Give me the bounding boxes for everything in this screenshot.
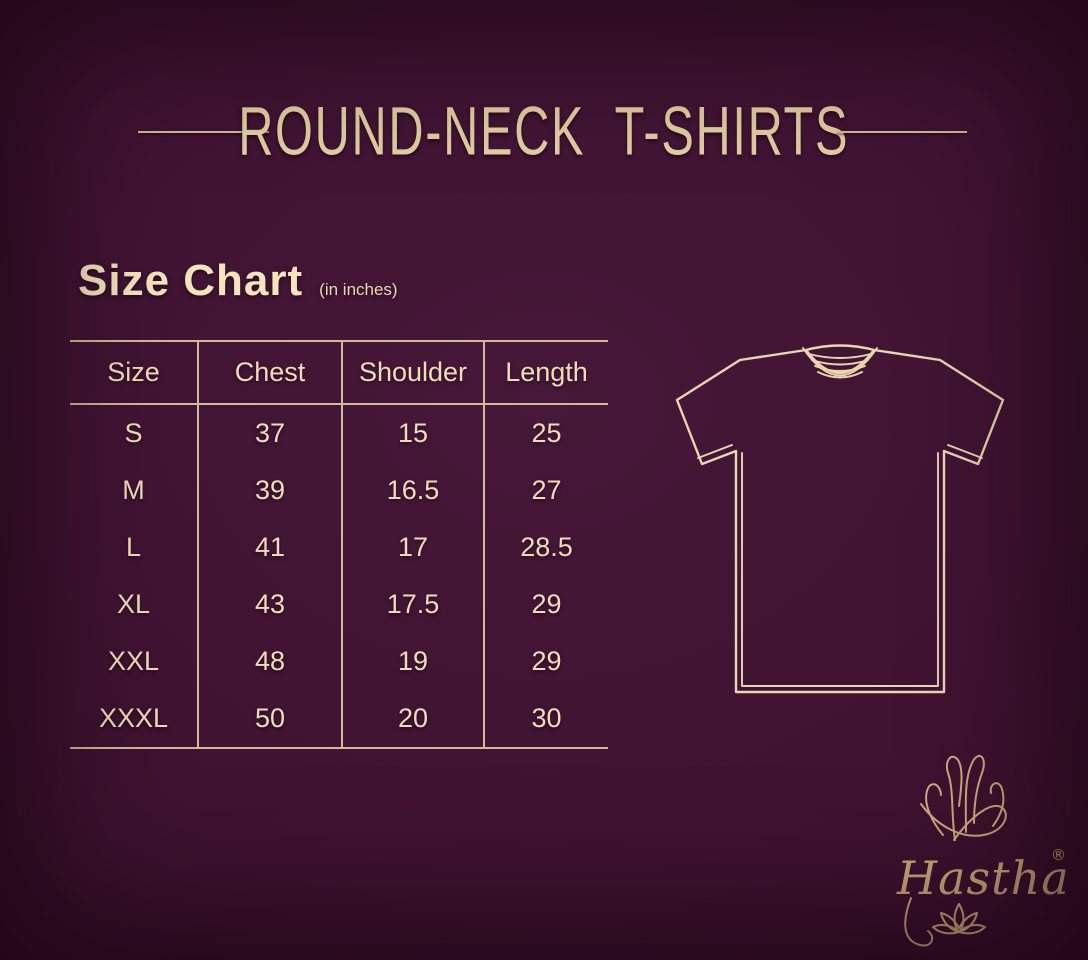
measurement-cell: 43 bbox=[197, 576, 342, 633]
measurement-cell: 16.5 bbox=[341, 462, 484, 519]
size-table-header-row: Size Chest Shoulder Length bbox=[70, 341, 608, 405]
measurement-cell: 50 bbox=[197, 690, 342, 748]
column-header: Size bbox=[70, 341, 198, 405]
measurement-cell: 20 bbox=[341, 690, 484, 748]
page-title: ROUND-NECK T-SHIRTS bbox=[238, 93, 850, 170]
measurement-cell: 37 bbox=[197, 404, 342, 462]
measurement-cell: 39 bbox=[197, 462, 342, 519]
title-rule-right bbox=[836, 131, 967, 133]
measurement-cell: 30 bbox=[483, 690, 608, 748]
size-label-cell: S bbox=[124, 418, 143, 448]
measurement-cell: 48 bbox=[197, 633, 342, 690]
lotus-icon bbox=[932, 903, 986, 935]
measurement-cell: 41 bbox=[197, 519, 342, 576]
title-rule-left bbox=[138, 131, 269, 133]
brand-logo: Hastha ® bbox=[896, 755, 1070, 947]
size-row: M 39 16.5 27 bbox=[70, 462, 608, 519]
page-title-wrap: ROUND-NECK T-SHIRTS bbox=[0, 93, 1088, 170]
measurement-cell: 19 bbox=[341, 633, 484, 690]
measurement-cell: 15 bbox=[341, 404, 484, 462]
size-label-cell: XL bbox=[116, 589, 151, 619]
column-header: Length bbox=[483, 341, 608, 405]
measurement-cell: 28.5 bbox=[483, 519, 608, 576]
tshirt-outline-icon bbox=[675, 344, 1005, 694]
measurement-cell: 27 bbox=[483, 462, 608, 519]
size-chart-unit-note: (in inches) bbox=[319, 280, 398, 299]
measurement-cell: 29 bbox=[483, 576, 608, 633]
size-row: XXL 48 19 29 bbox=[70, 633, 608, 690]
measurement-cell: 17.5 bbox=[341, 576, 484, 633]
size-label-cell: XXL bbox=[107, 646, 160, 676]
size-row: S 37 15 25 bbox=[70, 404, 608, 462]
size-chart-heading: Size Chart (in inches) bbox=[78, 256, 398, 306]
size-chart-title: Size Chart bbox=[78, 256, 304, 305]
registered-trademark-icon: ® bbox=[1051, 846, 1066, 864]
brand-name: Hastha bbox=[896, 851, 1070, 905]
size-row: L 41 17 28.5 bbox=[70, 519, 608, 576]
flourish-stroke bbox=[904, 897, 934, 947]
size-table: Size Chest Shoulder Length S 37 15 25 M 39 16.5 27… bbox=[70, 340, 608, 749]
column-header: Shoulder bbox=[341, 341, 484, 405]
measurement-cell: 25 bbox=[483, 404, 608, 462]
size-row: XL 43 17.5 29 bbox=[70, 576, 608, 633]
measurement-cell: 29 bbox=[483, 633, 608, 690]
hand-mudra-icon bbox=[920, 755, 1007, 841]
size-table-body: S 37 15 25 M 39 16.5 27 L 41 17 28.5 XL 43 17.5 29 XXL 48… bbox=[70, 404, 608, 748]
size-label-cell: M bbox=[122, 475, 145, 505]
measurement-cell: 17 bbox=[341, 519, 484, 576]
size-label-cell: XXXL bbox=[98, 703, 169, 733]
column-header: Chest bbox=[197, 341, 342, 405]
size-label-cell: L bbox=[125, 532, 142, 562]
size-row: XXXL 50 20 30 bbox=[70, 690, 608, 748]
